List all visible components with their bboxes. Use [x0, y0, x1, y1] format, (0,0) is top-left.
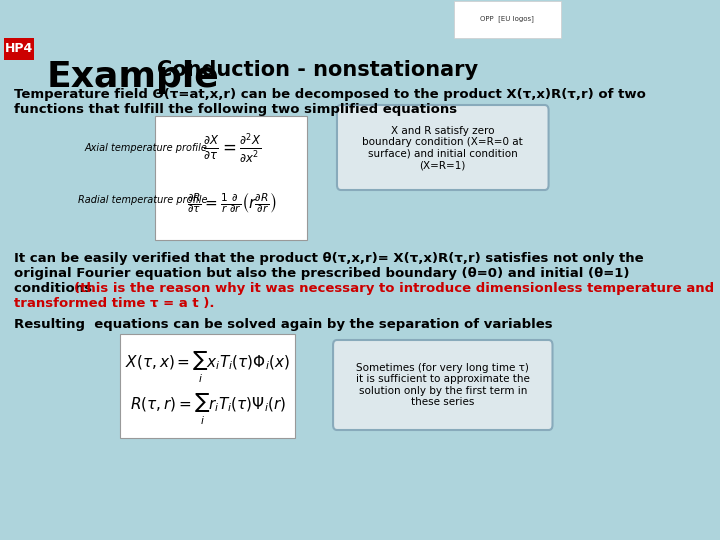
- Text: Temperature field Θ(τ=at,x,r) can be decomposed to the product X(τ,x)R(τ,r) of t: Temperature field Θ(τ=at,x,r) can be dec…: [14, 88, 646, 101]
- FancyBboxPatch shape: [4, 38, 34, 60]
- Text: It can be easily verified that the product θ(τ,x,r)= X(τ,x)R(τ,r) satisfies not : It can be easily verified that the produ…: [14, 252, 644, 265]
- Text: $\frac{\partial R}{\partial \tau} = \frac{1}{r}\frac{\partial}{\partial r}\left(: $\frac{\partial R}{\partial \tau} = \fra…: [187, 190, 277, 214]
- Text: $\frac{\partial X}{\partial \tau} = \frac{\partial^2 X}{\partial x^2}$: $\frac{\partial X}{\partial \tau} = \fra…: [203, 132, 261, 165]
- Text: Conduction - nonstationary: Conduction - nonstationary: [157, 60, 478, 80]
- Text: $R(\tau,r) = \sum_i r_i T_i(\tau) \Psi_i(r)$: $R(\tau,r) = \sum_i r_i T_i(\tau) \Psi_i…: [130, 393, 286, 427]
- Text: original Fourier equation but also the prescribed boundary (θ=0) and initial (θ=: original Fourier equation but also the p…: [14, 267, 629, 280]
- Text: Resulting  equations can be solved again by the separation of variables: Resulting equations can be solved again …: [14, 318, 553, 331]
- Text: HP4: HP4: [5, 43, 33, 56]
- FancyBboxPatch shape: [120, 334, 295, 438]
- FancyBboxPatch shape: [454, 1, 561, 38]
- Text: transformed time τ = a t ).: transformed time τ = a t ).: [14, 297, 215, 310]
- FancyBboxPatch shape: [333, 340, 552, 430]
- Text: (this is the reason why it was necessary to introduce dimensionless temperature : (this is the reason why it was necessary…: [74, 282, 714, 295]
- Text: $X(\tau,x) = \sum_i x_i T_i(\tau) \Phi_i(x)$: $X(\tau,x) = \sum_i x_i T_i(\tau) \Phi_i…: [125, 351, 290, 385]
- Text: X and R satisfy zero
boundary condition (X=R=0 at
surface) and initial condition: X and R satisfy zero boundary condition …: [362, 126, 523, 171]
- Text: Axial temperature profile: Axial temperature profile: [85, 143, 207, 153]
- Text: Example: Example: [47, 60, 220, 94]
- Text: functions that fulfill the following two simplified equations: functions that fulfill the following two…: [14, 103, 457, 116]
- Text: OPP  [EU logos]: OPP [EU logos]: [480, 16, 534, 22]
- Text: conditions: conditions: [14, 282, 96, 295]
- Text: Radial temperature profile: Radial temperature profile: [78, 195, 208, 205]
- Text: Sometimes (for very long time τ)
it is sufficient to approximate the
solution on: Sometimes (for very long time τ) it is s…: [356, 362, 530, 407]
- FancyBboxPatch shape: [337, 105, 549, 190]
- FancyBboxPatch shape: [156, 116, 307, 240]
